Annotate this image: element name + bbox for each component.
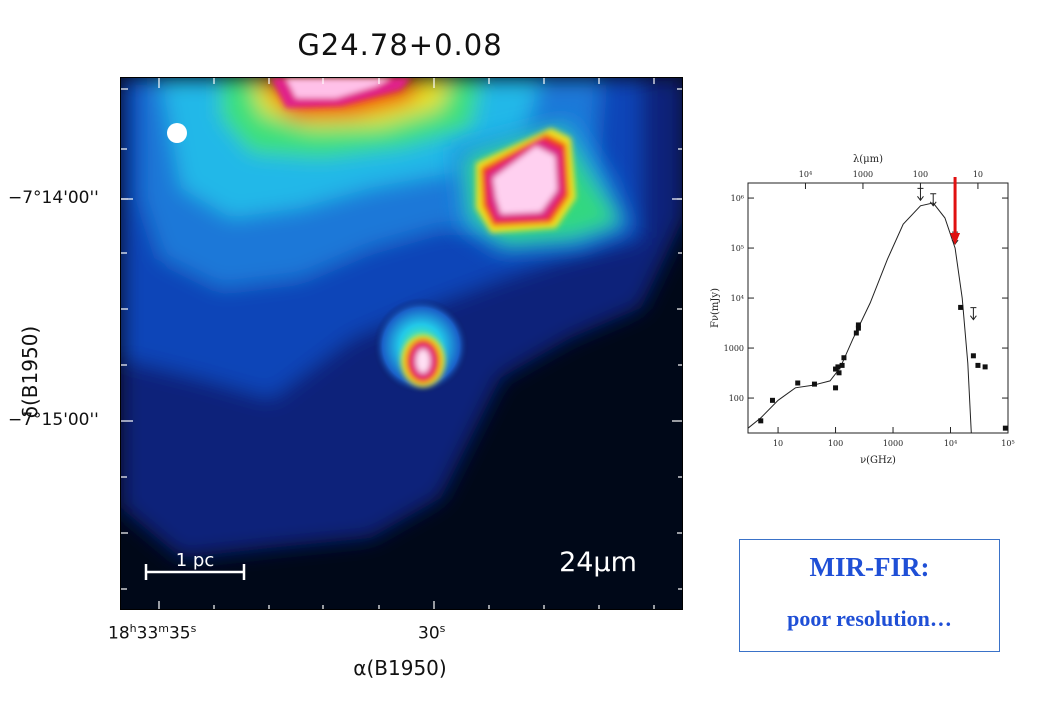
sed-data-point [836, 370, 842, 376]
sed-x-tick-label: 10 [773, 439, 783, 448]
map-x-tick-label-2: 30s [418, 622, 446, 644]
annotation-title: MIR-FIR: [809, 552, 930, 582]
sed-y-tick-label: 100 [729, 394, 744, 403]
sed-top-tick-label: 100 [913, 170, 928, 179]
sed-x-tick-label: 10⁴ [944, 439, 957, 448]
intensity-map: 1 pc 24μm [120, 77, 683, 610]
sed-top-tick-label: 1000 [853, 170, 873, 179]
beam-circle-icon [167, 123, 187, 143]
sed-data-point [855, 322, 861, 328]
sed-x-tick-label: 100 [828, 439, 843, 448]
annotation-box: MIR-FIR: poor resolution… [739, 539, 1000, 652]
map-tick-marks [121, 78, 682, 609]
sed-top-tick-label: 10⁴ [799, 170, 812, 179]
map-y-tick-label: −7°14'00'' [8, 188, 99, 208]
sed-x-tick-label: 10⁵ [1001, 439, 1014, 448]
sed-data-point [769, 397, 775, 403]
sed-data-point [958, 304, 964, 310]
sed-y-tick-label: 1000 [724, 344, 744, 353]
annotation-subtitle: poor resolution… [787, 606, 952, 631]
sed-data-point [1002, 425, 1008, 431]
sed-plot-svg: λ(μm) 10⁴ 1000 100 10 10 100 1000 10⁴ 10⁵ 10⁶ 10⁵… [710, 154, 1015, 466]
sed-y-tick-label: 10⁴ [731, 294, 744, 303]
scale-bar [144, 564, 246, 580]
sed-data-point [835, 364, 841, 370]
map-y-tick-label: −7°15'00'' [8, 410, 99, 430]
sed-data-point [975, 362, 981, 368]
sed-upper-limit [929, 193, 937, 207]
sed-top-tick-label: 10 [973, 170, 983, 179]
sed-y-axis-label: Fν(mJy) [710, 288, 721, 328]
map-x-tick-label-1: 18h33m35s [108, 622, 197, 644]
sed-data-point [853, 330, 859, 336]
sed-x-tick-label: 1000 [883, 439, 903, 448]
map-x-axis-label: α(B1950) [353, 656, 447, 680]
sed-plot: λ(μm) 10⁴ 1000 100 10 10 100 1000 10⁴ 10⁵ 10⁶ 10⁵… [708, 148, 1028, 478]
red-arrow-icon [950, 233, 961, 245]
sed-data-point [841, 355, 847, 361]
scale-bar-label: 1 pc [176, 550, 215, 571]
image-title: G24.78+0.08 [297, 28, 503, 62]
sed-data-point [855, 325, 861, 331]
sed-data-point [811, 381, 817, 387]
sed-y-tick-label: 10⁶ [731, 194, 744, 203]
sed-upper-limit [917, 187, 924, 202]
sed-data-point [982, 364, 988, 370]
sed-y-tick-label: 10⁵ [731, 244, 744, 253]
band-label: 24μm [559, 547, 637, 578]
sed-plot-frame [747, 182, 1009, 434]
sed-data-point [970, 353, 976, 359]
sed-data-point [795, 380, 801, 386]
sed-data-point [839, 362, 845, 368]
sed-upper-limit [969, 307, 977, 321]
sed-model-curve [747, 202, 972, 434]
sed-top-axis-label: λ(μm) [853, 154, 883, 165]
sed-x-axis-label: ν(GHz) [860, 455, 896, 466]
sed-data-point [833, 385, 839, 391]
sed-data-point [758, 418, 764, 424]
intensity-map-image: 1 pc 24μm [121, 78, 682, 609]
